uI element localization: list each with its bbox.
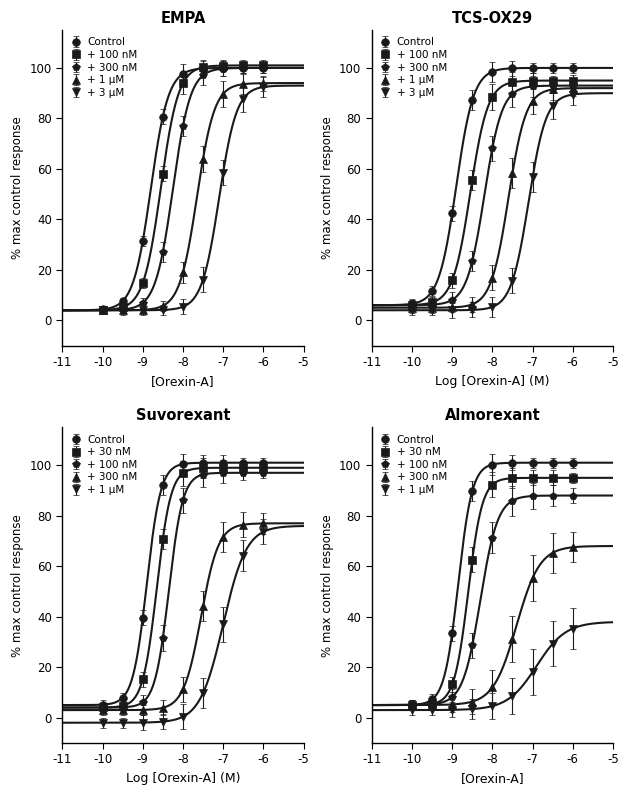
X-axis label: [Orexin-A]: [Orexin-A] bbox=[461, 772, 524, 785]
Title: TCS-OX29: TCS-OX29 bbox=[452, 11, 533, 26]
Y-axis label: % max control response: % max control response bbox=[321, 513, 333, 657]
Legend: Control, + 30 nM, + 100 nM, + 300 nM, + 1 μM: Control, + 30 nM, + 100 nM, + 300 nM, + … bbox=[67, 432, 140, 498]
Title: Almorexant: Almorexant bbox=[445, 408, 541, 423]
X-axis label: Log [Orexin-A] (M): Log [Orexin-A] (M) bbox=[435, 375, 549, 388]
X-axis label: Log [Orexin-A] (M): Log [Orexin-A] (M) bbox=[126, 772, 240, 785]
Legend: Control, + 100 nM, + 300 nM, + 1 μM, + 3 μM: Control, + 100 nM, + 300 nM, + 1 μM, + 3… bbox=[377, 35, 449, 100]
Title: Suvorexant: Suvorexant bbox=[135, 408, 230, 423]
Title: EMPA: EMPA bbox=[160, 11, 205, 26]
Y-axis label: % max control response: % max control response bbox=[321, 116, 333, 259]
Legend: Control, + 30 nM, + 100 nM, + 300 nM, + 1 μM: Control, + 30 nM, + 100 nM, + 300 nM, + … bbox=[377, 432, 449, 498]
Legend: Control, + 100 nM, + 300 nM, + 1 μM, + 3 μM: Control, + 100 nM, + 300 nM, + 1 μM, + 3… bbox=[67, 35, 140, 100]
X-axis label: [Orexin-A]: [Orexin-A] bbox=[151, 375, 215, 388]
Y-axis label: % max control response: % max control response bbox=[11, 116, 24, 259]
Y-axis label: % max control response: % max control response bbox=[11, 513, 24, 657]
